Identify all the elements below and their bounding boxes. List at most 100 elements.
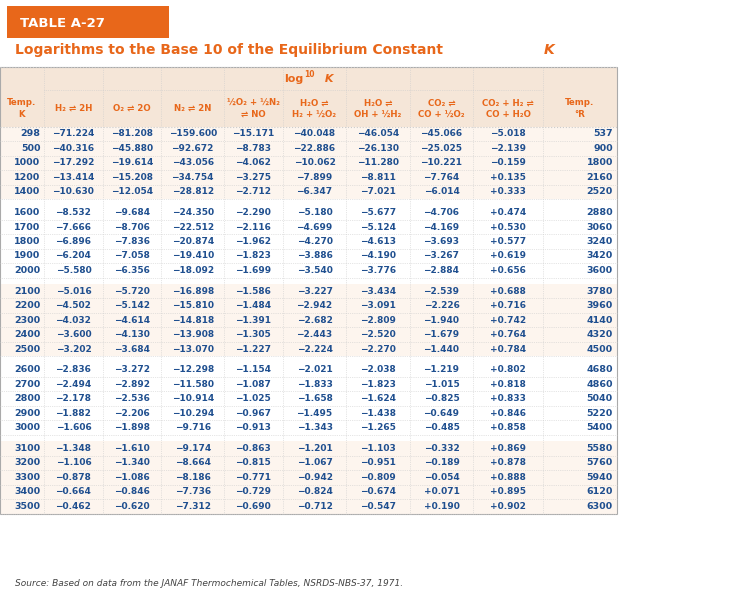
Text: −1.015: −1.015 — [424, 380, 459, 389]
Text: +0.858: +0.858 — [490, 423, 526, 432]
Text: −1.440: −1.440 — [424, 345, 459, 353]
Text: −5.142: −5.142 — [114, 301, 150, 310]
Bar — [0, 362, 617, 377]
Text: Temp.
K: Temp. K — [7, 98, 37, 119]
Text: −10.630: −10.630 — [52, 187, 95, 196]
Text: −5.580: −5.580 — [56, 266, 91, 275]
Bar — [0, 420, 617, 435]
Text: 2900: 2900 — [14, 409, 40, 418]
Text: −1.154: −1.154 — [235, 365, 272, 374]
Bar — [0, 184, 617, 199]
Text: −0.332: −0.332 — [424, 444, 459, 453]
Text: −1.624: −1.624 — [360, 394, 396, 403]
Text: −1.586: −1.586 — [236, 287, 271, 296]
Text: 3420: 3420 — [586, 252, 613, 261]
Bar — [0, 67, 617, 126]
Text: −1.823: −1.823 — [236, 252, 271, 261]
Text: +0.135: +0.135 — [490, 173, 526, 182]
Text: N₂ ⇌ 2N: N₂ ⇌ 2N — [174, 104, 211, 113]
Text: +0.818: +0.818 — [490, 380, 526, 389]
Text: −1.898: −1.898 — [114, 423, 150, 432]
Text: +0.190: +0.190 — [424, 502, 459, 511]
Text: 3240: 3240 — [586, 237, 613, 246]
Text: −4.062: −4.062 — [236, 158, 271, 167]
Text: −40.316: −40.316 — [52, 144, 95, 153]
Text: 6300: 6300 — [586, 502, 613, 511]
Text: log: log — [284, 74, 303, 84]
Text: K: K — [321, 74, 334, 84]
Text: +0.902: +0.902 — [490, 502, 526, 511]
Text: −18.092: −18.092 — [172, 266, 214, 275]
Text: 2160: 2160 — [586, 173, 613, 182]
Text: Source: Based on data from the JANAF Thermochemical Tables, NSRDS-NBS-37, 1971.: Source: Based on data from the JANAF The… — [15, 579, 403, 588]
Text: 3960: 3960 — [586, 301, 613, 310]
Text: −6.204: −6.204 — [56, 252, 91, 261]
Text: 1200: 1200 — [14, 173, 40, 182]
Bar — [0, 249, 617, 263]
Text: +0.888: +0.888 — [490, 473, 526, 482]
Text: +0.071: +0.071 — [424, 488, 459, 496]
Bar — [0, 170, 617, 184]
Text: 3000: 3000 — [15, 423, 40, 432]
Text: −43.056: −43.056 — [172, 158, 214, 167]
Text: −71.224: −71.224 — [52, 129, 95, 138]
Text: −10.294: −10.294 — [172, 409, 214, 418]
Text: −20.874: −20.874 — [172, 237, 214, 246]
Text: +0.802: +0.802 — [490, 365, 526, 374]
Text: −2.836: −2.836 — [56, 365, 91, 374]
Text: −1.484: −1.484 — [235, 301, 272, 310]
Text: −0.846: −0.846 — [115, 488, 150, 496]
Text: 5400: 5400 — [586, 423, 613, 432]
Text: CO₂ + H₂ ⇌
CO + H₂O: CO₂ + H₂ ⇌ CO + H₂O — [482, 98, 534, 119]
Text: −45.066: −45.066 — [421, 129, 462, 138]
Text: +0.530: +0.530 — [490, 223, 526, 232]
Text: 4320: 4320 — [586, 330, 613, 339]
Text: −7.764: −7.764 — [424, 173, 459, 182]
Text: −25.025: −25.025 — [421, 144, 462, 153]
Text: +0.619: +0.619 — [490, 252, 526, 261]
Text: H₂O ⇌
H₂ + ½O₂: H₂O ⇌ H₂ + ½O₂ — [292, 98, 337, 119]
Text: −9.716: −9.716 — [175, 423, 211, 432]
Text: −0.825: −0.825 — [424, 394, 459, 403]
Text: −0.462: −0.462 — [56, 502, 91, 511]
Text: +0.333: +0.333 — [490, 187, 526, 196]
Text: −0.942: −0.942 — [297, 473, 333, 482]
Bar — [0, 342, 617, 356]
Text: 5580: 5580 — [586, 444, 613, 453]
Text: O₂ ⇌ 2O: O₂ ⇌ 2O — [113, 104, 151, 113]
Text: −2.224: −2.224 — [297, 345, 333, 353]
Text: −5.180: −5.180 — [297, 208, 333, 217]
Text: −26.130: −26.130 — [357, 144, 399, 153]
Text: H₂O ⇌
OH + ½H₂: H₂O ⇌ OH + ½H₂ — [355, 98, 401, 119]
Text: 3600: 3600 — [586, 266, 613, 275]
Text: −2.539: −2.539 — [424, 287, 459, 296]
Text: −28.812: −28.812 — [172, 187, 214, 196]
Text: −0.189: −0.189 — [424, 459, 459, 467]
Text: +0.688: +0.688 — [490, 287, 526, 296]
Text: 2880: 2880 — [586, 208, 613, 217]
Text: −0.729: −0.729 — [235, 488, 272, 496]
Text: 3400: 3400 — [14, 488, 40, 496]
Text: TABLE A-27: TABLE A-27 — [21, 17, 105, 30]
Text: −2.038: −2.038 — [360, 365, 396, 374]
Text: −0.664: −0.664 — [56, 488, 91, 496]
Text: CO₂ ⇌
CO + ½O₂: CO₂ ⇌ CO + ½O₂ — [418, 98, 465, 119]
Text: −22.512: −22.512 — [172, 223, 214, 232]
Text: −3.202: −3.202 — [56, 345, 91, 353]
Text: −8.664: −8.664 — [175, 459, 211, 467]
Bar — [0, 126, 617, 141]
Text: 3200: 3200 — [14, 459, 40, 467]
Text: −6.896: −6.896 — [55, 237, 92, 246]
Text: −0.815: −0.815 — [236, 459, 271, 467]
Text: 2300: 2300 — [14, 316, 40, 324]
Text: +0.474: +0.474 — [490, 208, 526, 217]
Text: −92.672: −92.672 — [172, 144, 214, 153]
Text: +0.846: +0.846 — [490, 409, 526, 418]
Text: −5.018: −5.018 — [490, 129, 526, 138]
Text: −2.712: −2.712 — [235, 187, 272, 196]
Text: 6120: 6120 — [586, 488, 613, 496]
Text: −0.863: −0.863 — [236, 444, 271, 453]
Text: −6.347: −6.347 — [297, 187, 333, 196]
Text: −11.280: −11.280 — [357, 158, 399, 167]
Text: +0.656: +0.656 — [490, 266, 526, 275]
